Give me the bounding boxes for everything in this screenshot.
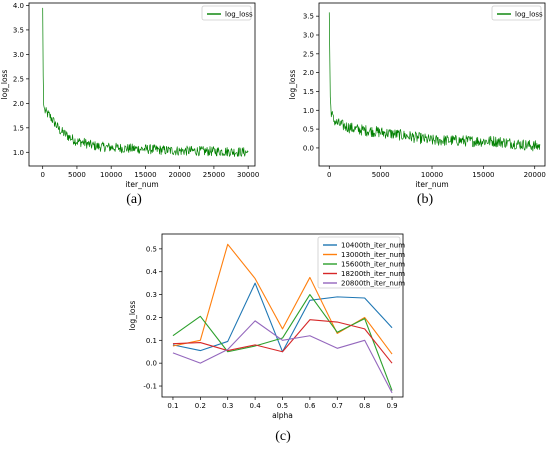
legend-label: 15600th_iter_num [341, 261, 405, 269]
legend-label: 18200th_iter_num [341, 270, 405, 278]
series-line-0 [328, 12, 541, 152]
x-tick-label: 0.1 [167, 402, 178, 410]
caption-b: (b) [417, 192, 434, 207]
x-axis-label: iter_num [125, 180, 158, 189]
y-tick-label: 0.2 [146, 314, 157, 322]
x-tick-label: 0.7 [332, 402, 343, 410]
y-tick-label: 3.0 [303, 31, 314, 39]
y-tick-label: 2.5 [303, 50, 314, 58]
x-tick-label: 0 [40, 171, 44, 179]
y-tick-label: 1.5 [13, 124, 24, 132]
legend-label: log_loss [225, 11, 253, 19]
legend-box [491, 5, 542, 21]
y-tick-label: 0.4 [146, 268, 158, 276]
y-tick-label: 4.0 [13, 2, 24, 10]
y-tick-label: 1.5 [303, 88, 314, 96]
x-tick-label: 0 [327, 171, 331, 179]
y-tick-label: 1.0 [303, 107, 314, 115]
y-axis-label: log_loss [128, 301, 137, 331]
x-tick-label: 10000 [100, 171, 122, 179]
series-line-3 [172, 319, 393, 364]
y-tick-label: 3.5 [303, 13, 314, 21]
x-tick-label: 0.6 [304, 402, 316, 410]
y-tick-label: -0.1 [143, 383, 157, 391]
series-line-2 [172, 294, 393, 391]
x-axis-label: alpha [272, 411, 293, 420]
y-axis-label: log_loss [288, 70, 297, 100]
y-tick-label: 0.3 [146, 291, 157, 299]
x-tick-label: 0.3 [222, 402, 233, 410]
x-tick-label: 0.5 [277, 402, 288, 410]
legend-label: log_loss [515, 11, 543, 19]
x-tick-label: 20000 [524, 171, 546, 179]
y-tick-label: 0.1 [146, 337, 157, 345]
legend-label: 10400th_iter_num [341, 242, 405, 250]
legend-box [317, 236, 401, 289]
plot-frame [28, 2, 256, 167]
y-tick-label: 2.5 [13, 75, 24, 83]
chart-panel-b: 0 5000 10000 15000 20000 0.0 0.5 1.0 1.5 2.0 2.5 3.… [288, 2, 546, 189]
legend-label: 20800th_iter_num [341, 280, 405, 288]
y-tick-label: 0.0 [303, 144, 314, 152]
caption-c: (c) [275, 429, 291, 444]
series-line-4 [172, 320, 393, 394]
y-tick-label: 0.0 [146, 360, 157, 368]
x-tick-label: 10000 [421, 171, 443, 179]
y-tick-label: 2.0 [13, 100, 24, 108]
y-tick-label: 0.5 [146, 245, 157, 253]
y-tick-label: 0.5 [303, 126, 314, 134]
x-tick-label: 0.9 [386, 402, 397, 410]
x-tick-label: 20000 [169, 171, 191, 179]
y-tick-label: 2.0 [303, 69, 314, 77]
y-tick-label: 1.0 [13, 149, 24, 157]
y-tick-label: 3.5 [13, 26, 24, 34]
x-tick-label: 0.2 [195, 402, 206, 410]
series-line-0 [42, 7, 249, 157]
x-tick-label: 15000 [134, 171, 156, 179]
x-tick-label: 5000 [68, 171, 86, 179]
x-tick-label: 15000 [472, 171, 494, 179]
x-tick-label: 0.8 [359, 402, 370, 410]
legend-label: 13000th_iter_num [341, 251, 405, 259]
y-tick-label: 3.0 [13, 51, 24, 59]
x-axis-label: iter_num [415, 180, 448, 189]
chart-panel-c: 0.1 0.2 0.3 0.4 0.5 0.6 0.7 0.8 0.9 -0.1 0.0 0.1 0.2… [128, 233, 405, 420]
chart-panel-a: 0 5000 10000 15000 20000 25000 30000 1.0 1.5 2.0 2… [0, 2, 259, 189]
x-tick-label: 25000 [203, 171, 225, 179]
legend-box [201, 5, 252, 21]
x-tick-label: 30000 [237, 171, 259, 179]
caption-a: (a) [126, 192, 142, 207]
x-tick-label: 5000 [372, 171, 390, 179]
x-tick-label: 0.4 [250, 402, 262, 410]
y-axis-label: log_loss [0, 70, 9, 100]
